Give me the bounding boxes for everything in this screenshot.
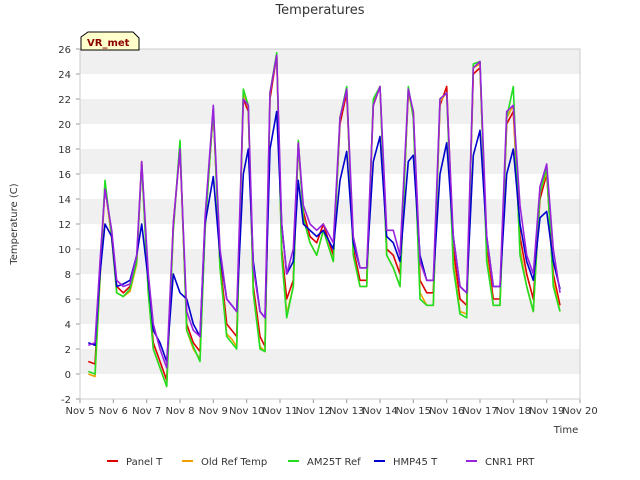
x-tick-label: Nov 6 (99, 406, 128, 417)
series-group (88, 51, 561, 388)
x-tick-label: Nov 8 (165, 406, 194, 417)
y-tick-label: 8 (65, 270, 71, 281)
y-tick-label: 20 (58, 120, 71, 131)
x-tick-label: Nov 19 (529, 406, 564, 417)
series-line-cnr1-prt (88, 54, 561, 369)
y-tick-label: -2 (61, 395, 71, 406)
grid-band (80, 199, 580, 224)
x-tick-label: Nov 17 (462, 406, 497, 417)
x-tick-label: Nov 20 (562, 406, 597, 417)
y-tick-label: 24 (58, 70, 71, 81)
y-tick-label: 10 (58, 245, 71, 256)
y-axis-label: Temperature (C) (9, 183, 20, 265)
y-tick-label: 16 (58, 170, 71, 181)
legend-label-hmp45-t: HMP45 T (393, 457, 438, 468)
grid-band (80, 99, 580, 124)
grid-band (80, 149, 580, 174)
grid-band (80, 299, 580, 324)
grid-band (80, 374, 580, 399)
y-tick-label: 2 (65, 345, 71, 356)
legend: Panel T Old Ref Temp AM25T Ref HMP45 T CNR1 … (107, 457, 535, 468)
grid-band (80, 74, 580, 99)
legend-label-panel-t: Panel T (126, 457, 163, 468)
series-line-hmp45-t (88, 110, 561, 363)
y-tick-label: 6 (65, 295, 71, 306)
x-tick-label: Nov 11 (262, 406, 297, 417)
x-tick-label: Nov 7 (132, 406, 161, 417)
x-tick-label: Nov 5 (65, 406, 94, 417)
chart-title: Temperatures (274, 3, 364, 18)
legend-label-old-ref-temp: Old Ref Temp (201, 457, 267, 468)
grid-band (80, 49, 580, 74)
y-tick-label: 14 (58, 195, 71, 206)
x-tick-label: Nov 12 (296, 406, 331, 417)
y-tick-label: 18 (58, 145, 71, 156)
grid-bands (80, 49, 580, 399)
grid-band (80, 174, 580, 199)
x-tick-label: Nov 18 (496, 406, 531, 417)
legend-label-am25t-ref: AM25T Ref (307, 457, 361, 468)
x-tick-label: Nov 13 (329, 406, 364, 417)
grid-band (80, 124, 580, 149)
x-tick-label: Nov 14 (362, 406, 397, 417)
y-tick-label: 26 (58, 45, 71, 56)
grid-band (80, 324, 580, 349)
y-tick-label: 0 (65, 370, 71, 381)
y-tick-label: 4 (65, 320, 71, 331)
site-badge: VR_met (80, 31, 140, 51)
y-tick-label: 22 (58, 95, 71, 106)
x-tick-label: Nov 10 (229, 406, 264, 417)
x-tick-label: Nov 9 (199, 406, 228, 417)
series-line-panel-t (88, 54, 561, 382)
x-tick-label: Nov 15 (396, 406, 431, 417)
x-axis-label: Time (553, 425, 578, 436)
y-tick-label: 12 (58, 220, 71, 231)
x-tick-label: Nov 16 (429, 406, 464, 417)
series-line-am25t-ref (88, 51, 561, 388)
plot-frame (79, 48, 581, 400)
grid-band (80, 274, 580, 299)
legend-label-cnr1-prt: CNR1 PRT (485, 457, 535, 468)
site-badge-label: VR_met (87, 38, 130, 49)
